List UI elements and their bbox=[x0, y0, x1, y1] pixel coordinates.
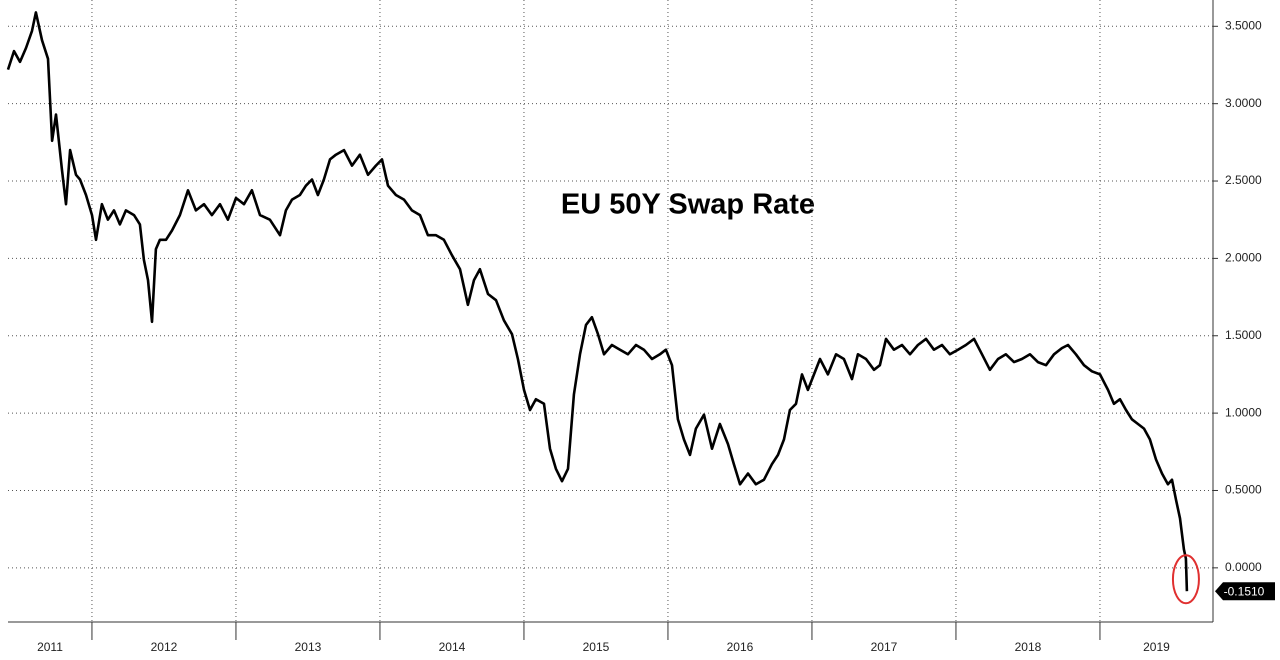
chart-title: EU 50Y Swap Rate bbox=[561, 189, 815, 221]
y-tick-label: 1.0000 bbox=[1225, 405, 1262, 419]
y-tick-label: 3.0000 bbox=[1225, 96, 1262, 110]
y-tick-label: 2.0000 bbox=[1225, 251, 1262, 265]
last-value-label: -0.1510 bbox=[1224, 584, 1265, 598]
x-tick-label: 2017 bbox=[871, 640, 898, 654]
series-line bbox=[6, 11, 1189, 592]
y-tick-label: 1.5000 bbox=[1225, 328, 1262, 342]
x-tick-label: 2014 bbox=[439, 640, 466, 654]
x-tick-label: 2012 bbox=[151, 640, 178, 654]
x-tick-label: 2015 bbox=[583, 640, 610, 654]
x-tick-label: 2016 bbox=[727, 640, 754, 654]
x-tick-label: 2018 bbox=[1015, 640, 1042, 654]
y-tick-label: 2.5000 bbox=[1225, 173, 1262, 187]
y-tick-label: 0.0000 bbox=[1225, 560, 1262, 574]
x-tick-label: 2019 bbox=[1143, 640, 1170, 654]
x-tick-label: 2013 bbox=[295, 640, 322, 654]
highlight-circle bbox=[1171, 554, 1200, 605]
last-value-box bbox=[1215, 582, 1275, 601]
y-tick-label: 3.5000 bbox=[1225, 18, 1262, 32]
x-tick-label: 2011 bbox=[37, 640, 63, 654]
y-tick-label: 0.5000 bbox=[1225, 483, 1262, 497]
